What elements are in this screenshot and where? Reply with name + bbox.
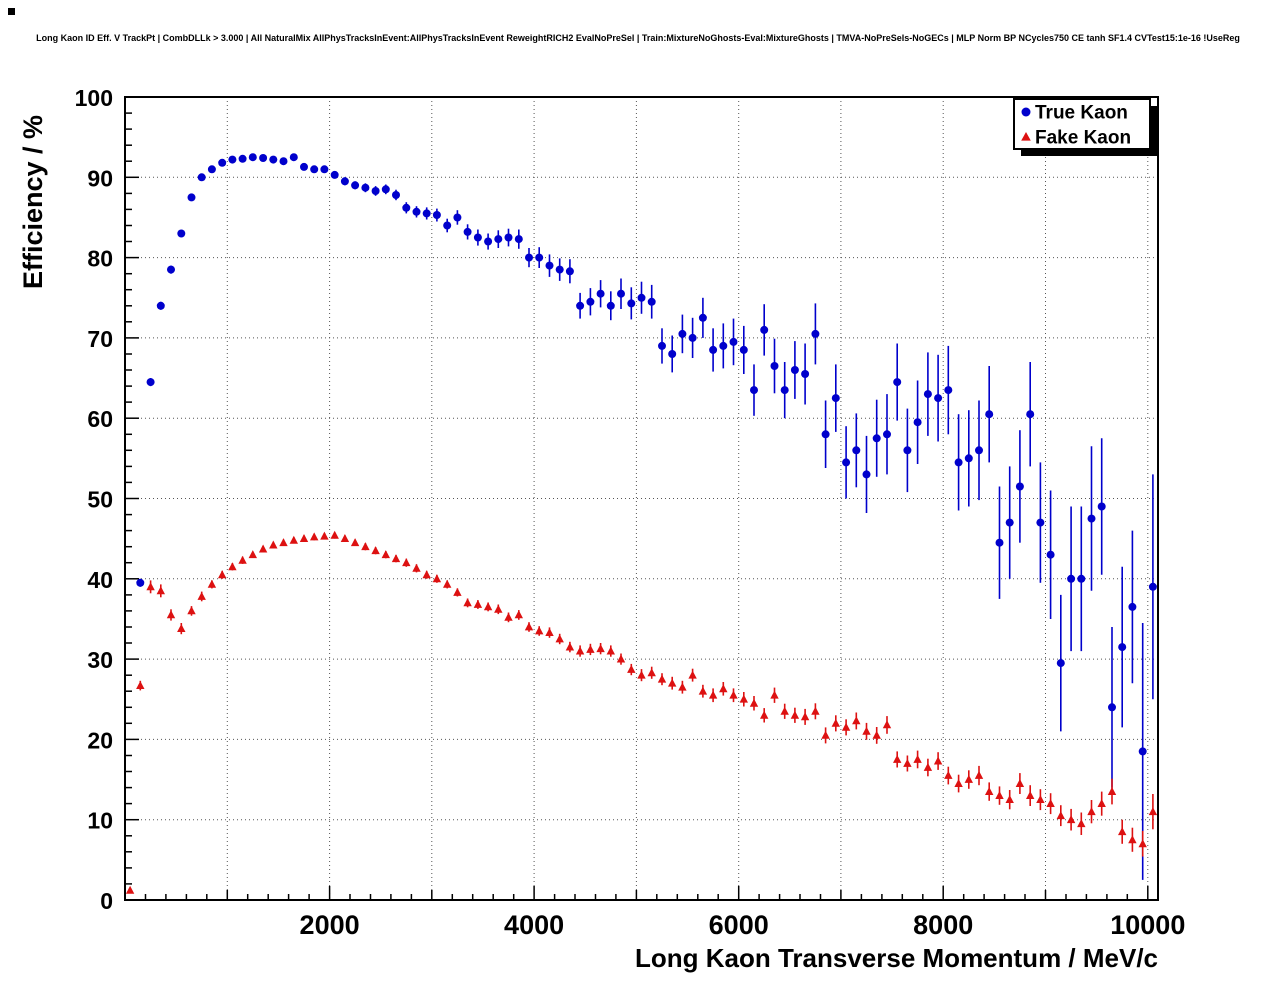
svg-text:4000: 4000	[504, 910, 564, 940]
legend-marker-circle-icon	[1021, 107, 1031, 117]
series-fake-kaon	[126, 530, 1157, 894]
series-true-kaon	[136, 153, 1157, 880]
plot-title: Long Kaon ID Eff. V TrackPt | CombDLLk >…	[36, 33, 1240, 43]
axis-ticks	[125, 96, 1149, 901]
svg-text:80: 80	[87, 246, 113, 272]
legend: True Kaon Fake Kaon	[1013, 98, 1157, 156]
svg-text:20: 20	[87, 727, 113, 753]
svg-text:2000: 2000	[300, 910, 360, 940]
svg-text:6000: 6000	[709, 910, 769, 940]
legend-label: True Kaon	[1035, 103, 1128, 124]
svg-text:30: 30	[87, 647, 113, 673]
y-axis-labels: 0 10 20 30 40 50 60 70 80 90 100	[75, 85, 113, 914]
gridlines	[125, 97, 1158, 900]
y-axis-title: Efficiency / %	[18, 115, 48, 289]
svg-text:100: 100	[75, 85, 113, 111]
canvas-corner-mark	[8, 8, 15, 15]
svg-text:40: 40	[87, 567, 113, 593]
svg-text:90: 90	[87, 165, 113, 191]
x-axis-labels: 2000 4000 6000 8000 10000	[300, 910, 1186, 940]
svg-text:70: 70	[87, 326, 113, 352]
svg-text:10: 10	[87, 808, 113, 834]
svg-text:60: 60	[87, 406, 113, 432]
svg-text:8000: 8000	[913, 910, 973, 940]
svg-text:0: 0	[100, 888, 113, 914]
svg-text:50: 50	[87, 487, 113, 513]
legend-box	[1013, 98, 1151, 150]
legend-label: Fake Kaon	[1035, 128, 1131, 149]
legend-marker-triangle-icon	[1021, 132, 1031, 141]
svg-text:10000: 10000	[1110, 910, 1185, 940]
x-axis-title: Long Kaon Transverse Momentum / MeV/c	[635, 943, 1158, 973]
